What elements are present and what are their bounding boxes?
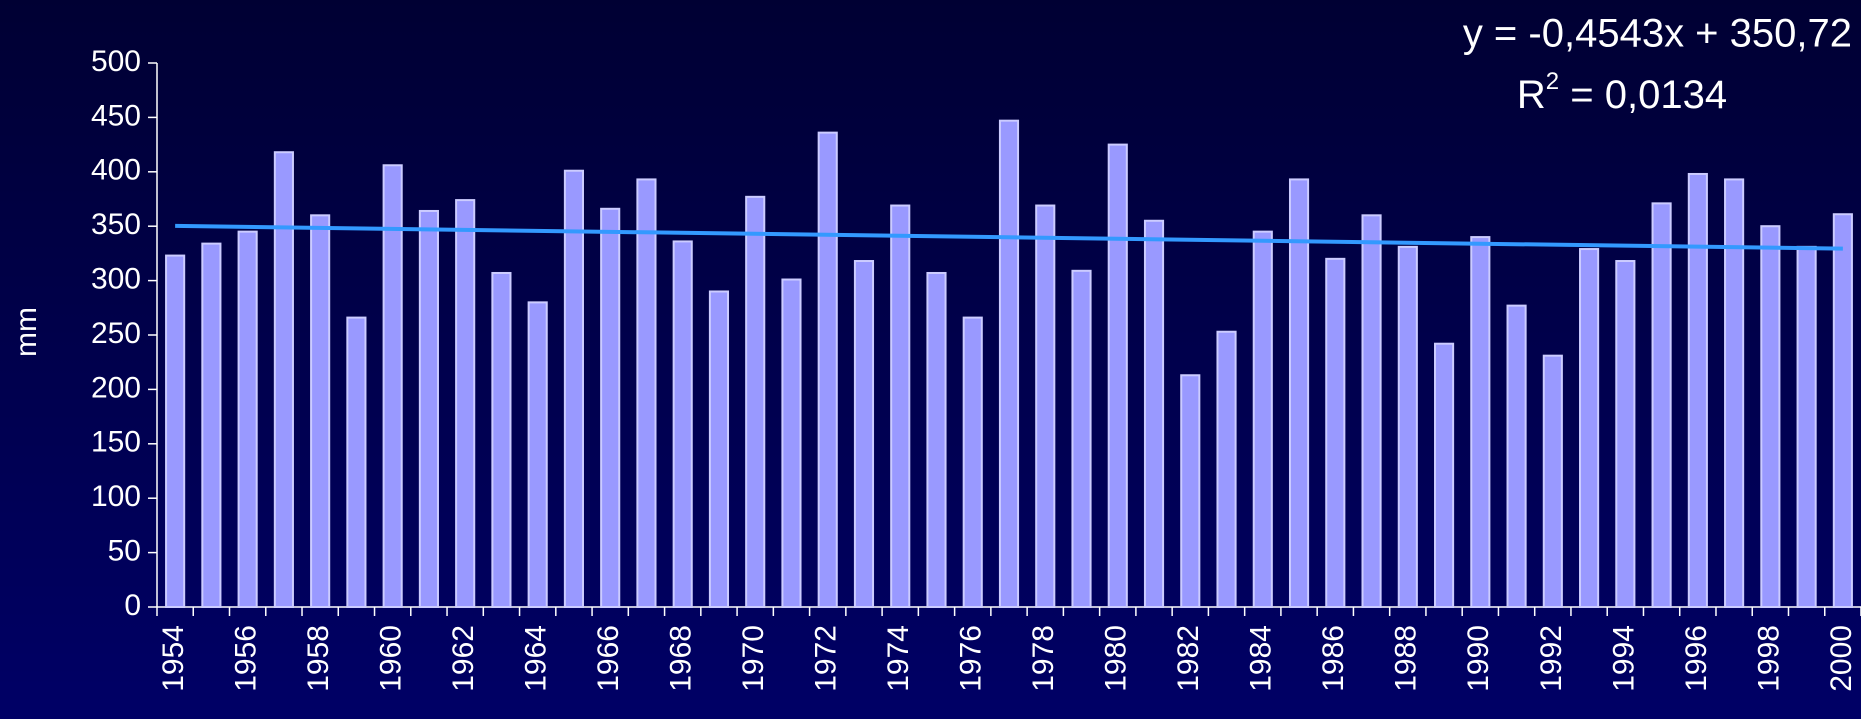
y-tick-label: 500 [91,45,141,78]
x-tick-label: 1966 [592,625,625,692]
bar [165,254,186,609]
x-tick-label: 1986 [1317,625,1350,692]
bar [310,214,331,608]
bar [1687,172,1708,608]
bar [853,260,875,608]
x-tick-label: 1954 [157,625,190,692]
x-tick-label: 1972 [810,625,843,692]
x-tick-label: 1970 [737,625,770,692]
y-tick-label: 400 [91,154,141,187]
x-tick-label: 1998 [1752,625,1785,692]
bar [1434,342,1455,608]
y-tick-label: 250 [91,317,141,350]
bar [926,271,947,608]
bar [962,316,983,608]
y-tick-label: 100 [91,480,141,513]
x-tick-label: 1976 [955,625,988,692]
y-tick-label: 0 [124,589,141,622]
bar [418,209,439,609]
bar [1035,204,1056,608]
x-tick-label: 1990 [1462,625,1495,692]
y-tick-label: 200 [91,371,141,404]
bar [636,178,657,609]
bar [1796,245,1817,608]
bar [563,169,584,608]
bar [1216,330,1237,608]
bar [491,271,512,608]
x-tick-label: 1964 [520,625,553,692]
bar [1180,374,1201,609]
x-tick-label: 1982 [1172,625,1205,692]
y-tick-label: 350 [91,208,141,241]
x-tick-label: 1956 [230,625,263,692]
x-tick-label: 1988 [1390,625,1423,692]
bar [1325,257,1346,608]
bar [1071,269,1092,608]
bar [1361,214,1382,608]
y-tick-label: 50 [108,535,141,568]
x-tick-label: 1968 [665,625,698,692]
bar [346,316,367,608]
y-tick-label: 450 [91,99,141,132]
x-tick-label: 1984 [1245,625,1278,692]
trend-line [175,223,1843,251]
bar [1470,236,1491,609]
x-tick-label: 1958 [302,625,335,692]
x-tick-label: 1974 [882,625,915,692]
bar [1615,260,1636,608]
bar [817,131,838,609]
bar [1542,354,1563,608]
bar [1107,143,1128,608]
x-tick-label: 1960 [375,625,408,692]
bar [1651,202,1672,609]
bar [890,204,911,608]
bar [1143,219,1165,608]
bar [1252,230,1273,608]
x-tick-label: 1992 [1535,625,1568,692]
bar [708,290,730,608]
trend-equation: y = -0,4543x + 350,72 [1463,12,1852,56]
bar [273,151,294,608]
x-tick-label: 1962 [447,625,480,692]
y-axis-label: mm [10,307,43,357]
x-tick-label: 1980 [1100,625,1133,692]
x-tick-label: 2000 [1825,625,1858,692]
x-tick-label: 1994 [1607,625,1640,692]
r-squared-exponent: 2 [1546,68,1559,95]
r-squared-symbol: R [1517,73,1546,117]
r-squared-value: = 0,0134 [1559,73,1727,117]
bar [998,119,1020,608]
y-tick-label: 300 [91,263,141,296]
bar [1288,178,1310,609]
bar [672,240,693,608]
bar [1397,245,1418,608]
bar [600,207,621,609]
bar [1724,178,1745,609]
bar [1506,304,1527,608]
bar [527,301,548,608]
bar [1832,213,1853,608]
bar [382,164,403,608]
y-tick-label: 150 [91,426,141,459]
bar [781,278,802,608]
bar [745,195,766,608]
bar [201,242,222,608]
x-tick-label: 1978 [1027,625,1060,692]
bar [1579,248,1600,608]
bar [237,230,258,608]
r-squared: R2 = 0,0134 [1517,68,1727,116]
bar [455,199,476,608]
bar [1760,225,1781,608]
x-tick-label: 1996 [1680,625,1713,692]
